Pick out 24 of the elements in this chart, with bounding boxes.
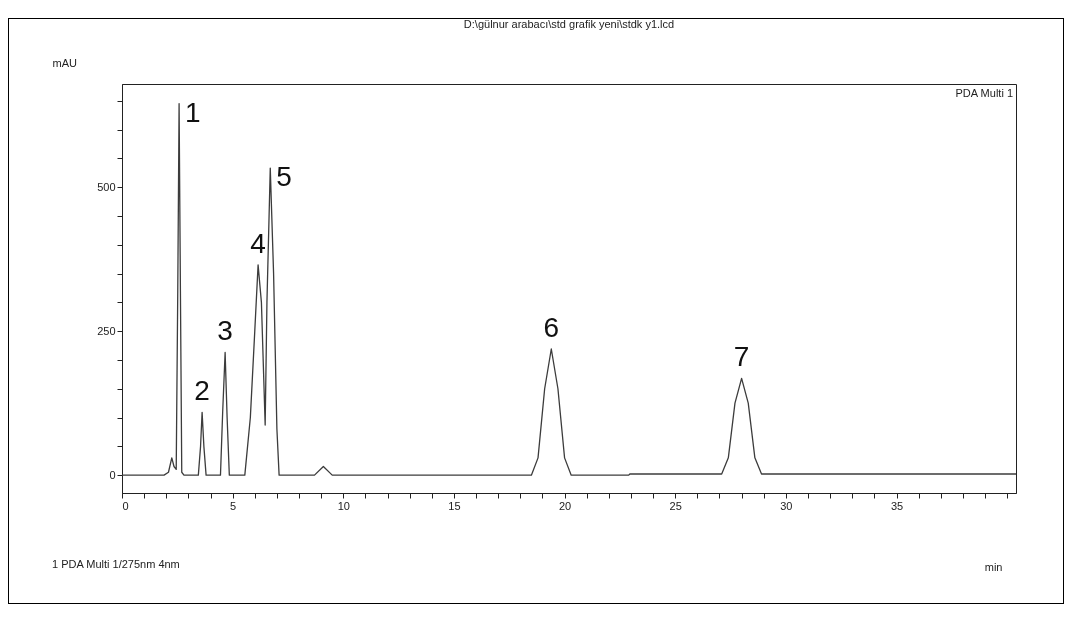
x-tick-label: 10 bbox=[337, 499, 350, 512]
x-tick-label: 20 bbox=[558, 499, 572, 512]
annotation: 2 bbox=[194, 375, 210, 407]
x-tick-label: 30 bbox=[780, 499, 793, 512]
annotation: 1 bbox=[185, 96, 201, 128]
line-series bbox=[122, 102, 1016, 476]
y-tick-label: 0 bbox=[109, 468, 116, 481]
x-tick-label: 0 bbox=[122, 499, 129, 512]
annotation: 7 bbox=[733, 341, 750, 373]
x-axis-title: min bbox=[984, 560, 1003, 573]
annotation: 5 bbox=[276, 161, 292, 193]
text: 1 PDA Multi 1/275nm 4nm bbox=[52, 558, 180, 570]
x-tick-label: 5 bbox=[230, 499, 237, 512]
y-tick-label: 500 bbox=[97, 180, 116, 193]
y-axis-title: mAU bbox=[52, 56, 77, 69]
x-tick-label: 25 bbox=[669, 499, 682, 512]
x-tick-label: 15 bbox=[448, 499, 461, 512]
x-tick-label: 35 bbox=[890, 499, 904, 512]
chart-title: D:\gülnur arabacı\std grafik yeni\stdk y1.lcd bbox=[463, 18, 675, 30]
annotation: 3 bbox=[217, 315, 233, 347]
annotation: PDA Multi 1 bbox=[955, 87, 1013, 99]
annotation: 4 bbox=[250, 227, 266, 259]
annotation: 6 bbox=[543, 311, 560, 343]
y-tick-label: 250 bbox=[97, 324, 116, 337]
